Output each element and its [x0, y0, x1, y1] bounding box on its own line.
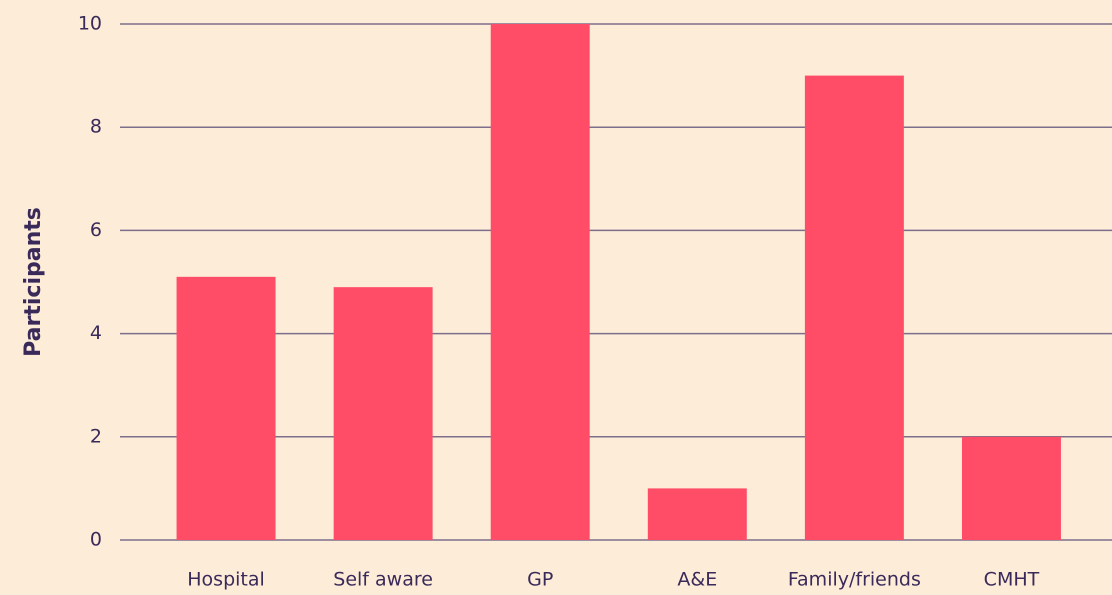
x-tick-label: A&E	[677, 569, 717, 591]
x-tick-label: Hospital	[187, 569, 265, 591]
x-tick-label: GP	[527, 569, 553, 591]
y-tick-label: 4	[90, 322, 102, 344]
y-tick-label: 6	[90, 219, 102, 241]
y-tick-label: 0	[90, 529, 102, 551]
bar	[804, 75, 904, 540]
bar	[333, 287, 433, 540]
x-tick-label: CMHT	[984, 569, 1040, 591]
bar	[176, 276, 276, 540]
y-tick-label: 2	[90, 425, 102, 447]
bar	[490, 24, 590, 540]
bar	[961, 436, 1061, 540]
y-tick-label: 10	[78, 13, 102, 35]
bar	[647, 488, 747, 540]
y-tick-label: 8	[90, 116, 102, 138]
x-tick-label: Family/friends	[788, 569, 921, 591]
x-tick-label: Self aware	[333, 569, 433, 591]
y-axis-label: Participants	[21, 207, 46, 357]
